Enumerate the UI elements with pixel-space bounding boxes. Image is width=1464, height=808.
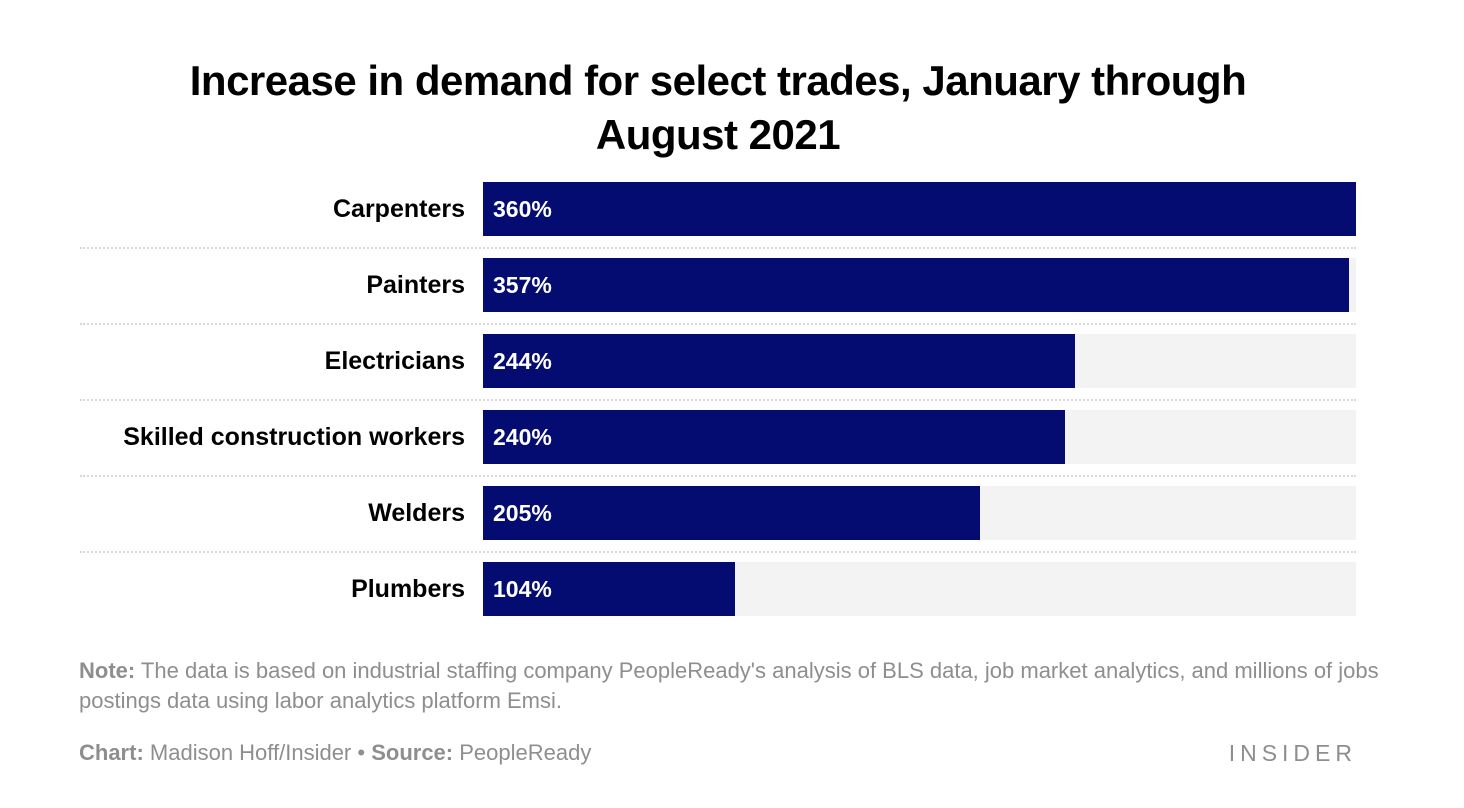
bar-track [483,410,1356,464]
chart-credit-text: Madison Hoff/Insider [143,740,352,765]
chart-title: Increase in demand for select trades, Ja… [0,54,1436,162]
bar-value-label: 104% [493,576,552,602]
chart-credit-label: Chart: [79,740,144,765]
bar [483,486,980,540]
source-label: Source: [371,740,454,765]
bar-track [483,486,1356,540]
row-divider [80,323,1356,325]
bar [483,334,1075,388]
note-label: Note: [79,658,136,683]
row-divider [80,475,1356,477]
chart-credit: Chart: Madison Hoff/Insider • Source: Pe… [79,738,591,768]
bar [483,258,1349,312]
bar-track [483,182,1356,236]
category-label: Painters [366,271,465,299]
bar [483,562,735,616]
bar [483,182,1356,236]
credit-separator: • [351,740,372,765]
bar-track [483,562,1356,616]
bar [483,410,1065,464]
bar-value-label: 244% [493,348,552,374]
chart-title-line-1: Increase in demand for select trades, Ja… [189,57,1247,104]
row-divider [80,247,1356,249]
category-label: Carpenters [333,195,465,223]
source-text: PeopleReady [453,740,592,765]
category-label: Plumbers [351,575,465,603]
bar-value-label: 360% [493,196,552,222]
note-text: The data is based on industrial staffing… [79,658,1379,713]
category-label: Skilled construction workers [123,423,465,451]
bar-value-label: 205% [493,500,552,526]
bar-track [483,258,1356,312]
chart-note: Note: The data is based on industrial st… [79,656,1379,716]
category-label: Electricians [324,347,465,375]
category-label: Welders [368,499,465,527]
chart-title-line-2: August 2021 [595,111,841,158]
row-divider [80,551,1356,553]
bar-value-label: 240% [493,424,552,450]
bar-track [483,334,1356,388]
row-divider [80,399,1356,401]
bar-value-label: 357% [493,272,552,298]
insider-logo: INSIDER [1228,740,1357,766]
